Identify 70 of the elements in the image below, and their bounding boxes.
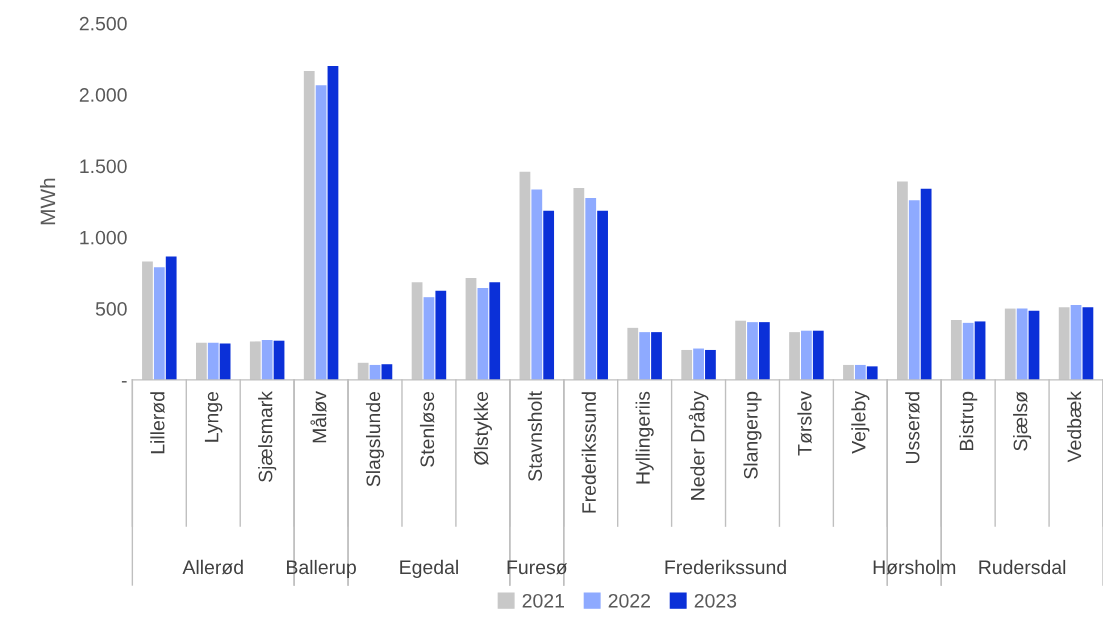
bar xyxy=(585,198,597,380)
x-tick-label: Hyllingeriis xyxy=(635,391,654,484)
bar xyxy=(261,339,273,380)
x-tick-label: Vejleby xyxy=(851,391,870,454)
legend-label: 2023 xyxy=(694,593,737,608)
bar xyxy=(543,210,555,380)
x-tick-label: Sjælsmark xyxy=(258,391,277,482)
legend-label: 2022 xyxy=(608,593,650,608)
bar xyxy=(219,343,231,380)
y-tick-label: 1.500 xyxy=(80,159,127,174)
y-tick-label: 500 xyxy=(95,302,127,316)
y-tick-label: 2.500 xyxy=(79,16,127,31)
x-tick-label: Sjælsø xyxy=(1013,391,1032,451)
x-tick-label: Tørslev xyxy=(797,391,812,456)
x-tick-label: Stavnsholt xyxy=(527,391,543,481)
x-tick-label: Ølstykke xyxy=(473,391,492,465)
x-tick-label: Neder Dråby xyxy=(688,391,709,500)
x-tick-label: Frederikssund xyxy=(581,392,596,513)
x-tick-label: Slangerup xyxy=(743,391,762,479)
bar xyxy=(531,189,543,380)
bar xyxy=(1028,310,1040,380)
x-tick-label: Stenløse xyxy=(419,391,435,467)
text: Ballerup xyxy=(287,559,356,578)
bar xyxy=(315,85,327,380)
y-axis-title: MWh xyxy=(39,178,56,225)
x-tick-label: Vedbæk xyxy=(1066,391,1082,463)
y-tick-label: 1.000 xyxy=(80,230,127,245)
bar xyxy=(381,364,393,380)
bar xyxy=(812,330,824,380)
bar xyxy=(477,287,489,380)
bar xyxy=(908,200,920,380)
bar xyxy=(165,256,177,380)
bar xyxy=(489,282,501,380)
x-tick-label: Lillerød xyxy=(150,392,165,454)
x-tick-label: Slagslunde xyxy=(365,391,385,487)
bar xyxy=(597,210,608,380)
text: Furesø xyxy=(507,560,568,575)
bar xyxy=(1082,307,1094,380)
legend-label: 2021 xyxy=(522,593,564,608)
text: Rudersdal xyxy=(979,559,1066,575)
bar xyxy=(153,267,165,380)
y-tick-label: - xyxy=(121,381,127,383)
text: Allerød xyxy=(182,559,243,575)
x-tick-label: Måløv xyxy=(310,391,327,443)
bar xyxy=(651,332,662,380)
x-tick-label: Usserød xyxy=(905,392,920,463)
y-tick-label: 2.000 xyxy=(79,88,127,102)
bar xyxy=(705,349,716,380)
bar xyxy=(801,330,812,380)
bar xyxy=(693,348,704,380)
bar xyxy=(854,364,866,380)
x-tick-label: Bistrup xyxy=(959,391,978,450)
bar xyxy=(207,342,219,380)
bar xyxy=(423,297,435,380)
bar xyxy=(747,322,758,380)
bar xyxy=(866,366,878,380)
bar xyxy=(920,188,932,380)
bar xyxy=(1070,305,1082,380)
bar xyxy=(639,332,651,380)
bar xyxy=(974,321,986,380)
bar xyxy=(435,290,447,380)
x-tick-label: Lynge xyxy=(204,391,223,442)
bar xyxy=(962,322,974,380)
bar xyxy=(1016,308,1028,380)
text: Hørsholm xyxy=(873,559,956,575)
text: Frederikssund xyxy=(665,559,786,575)
bar xyxy=(273,340,285,380)
bar xyxy=(758,322,770,380)
text: Egedal xyxy=(400,559,458,578)
bar xyxy=(327,66,339,380)
